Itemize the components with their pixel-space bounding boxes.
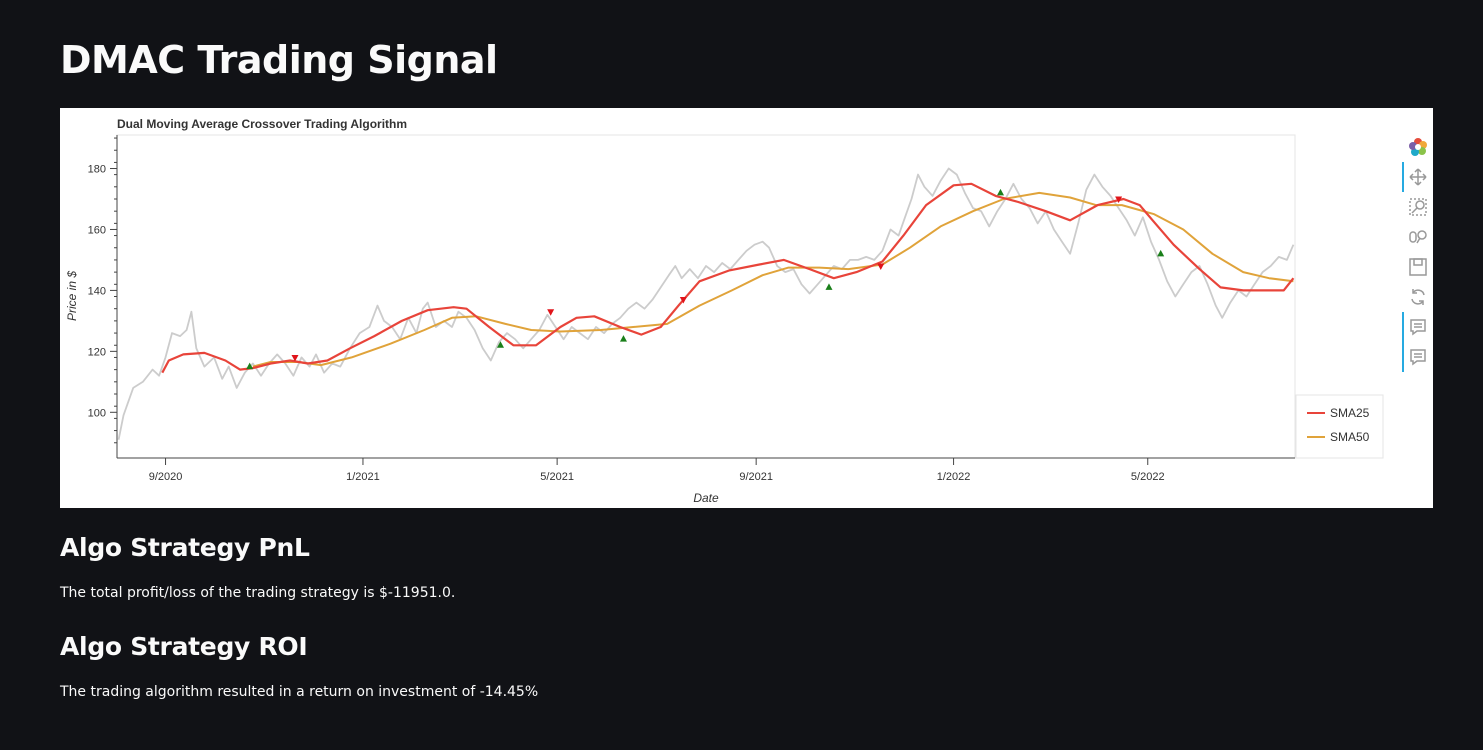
pan-tool[interactable]	[1402, 162, 1432, 192]
sell-signal-marker	[291, 354, 299, 362]
series-line-sma25	[161, 182, 1295, 374]
x-tick-label: 9/2021	[739, 471, 773, 483]
x-tick-label: 1/2022	[937, 471, 971, 483]
save-tool[interactable]	[1402, 252, 1432, 282]
x-tick-label: 5/2022	[1131, 471, 1165, 483]
y-axis-label: Price in $	[65, 271, 79, 321]
buy-signal-marker	[246, 362, 254, 370]
legend-label-sma25: SMA25	[1330, 406, 1370, 420]
sma-layer	[161, 182, 1295, 374]
signal-layer	[246, 188, 1165, 370]
buy-signal-marker	[825, 283, 833, 290]
plot-frame	[116, 134, 1296, 459]
legend: SMA25 SMA50	[1295, 394, 1384, 459]
bokeh-logo-icon	[1409, 138, 1427, 156]
sell-signal-marker	[1115, 196, 1123, 203]
box-zoom-icon	[1409, 198, 1427, 216]
hover-tooltip-icon	[1410, 349, 1426, 366]
legend-label-sma50: SMA50	[1330, 430, 1370, 444]
x-axis-label: Date	[693, 491, 719, 505]
legend-box	[1295, 394, 1384, 459]
wheel-zoom-icon	[1409, 230, 1427, 244]
sell-signal-marker	[877, 263, 885, 271]
roi-heading: Algo Strategy ROI	[60, 632, 308, 661]
chart-title: Dual Moving Average Crossover Trading Al…	[117, 117, 407, 131]
y-tick-label: 180	[88, 164, 106, 176]
series-line-sma50	[252, 191, 1294, 368]
reset-icon	[1411, 289, 1425, 305]
buy-signal-marker	[496, 341, 504, 348]
bokeh-logo[interactable]	[1402, 132, 1432, 162]
y-tick-label: 100	[88, 407, 106, 419]
buy-signal-marker	[1157, 249, 1165, 257]
axes-layer: 100 120 140 160 180 9/2020 1/2021 5/2021 9/2021 1…	[88, 135, 1295, 483]
chart-svg[interactable]: Dual Moving Average Crossover Trading Al…	[60, 108, 1433, 508]
series-line-close	[117, 167, 1295, 440]
save-icon	[1409, 258, 1427, 276]
hover-tool-1[interactable]	[1402, 312, 1432, 342]
roi-text: The trading algorithm resulted in a retu…	[60, 684, 539, 700]
page-title: DMAC Trading Signal	[60, 38, 498, 82]
x-tick-label: 1/2021	[346, 471, 380, 483]
move-arrows-icon	[1409, 168, 1427, 186]
hover-tool-2[interactable]	[1402, 342, 1432, 372]
close-price-layer	[117, 167, 1295, 440]
y-tick-label: 120	[88, 346, 106, 358]
pnl-heading: Algo Strategy PnL	[60, 533, 310, 562]
chart-panel[interactable]: Dual Moving Average Crossover Trading Al…	[60, 108, 1433, 508]
pnl-text: The total profit/loss of the trading str…	[60, 585, 456, 601]
y-tick-label: 140	[88, 285, 106, 297]
buy-signal-marker	[619, 335, 627, 342]
x-tick-label: 5/2021	[540, 471, 574, 483]
x-tick-label: 9/2020	[149, 471, 183, 483]
sell-signal-marker	[679, 297, 687, 304]
chart-toolbar	[1402, 132, 1432, 372]
box-zoom-tool[interactable]	[1402, 192, 1432, 222]
y-tick-label: 160	[88, 224, 106, 236]
sell-signal-marker	[547, 309, 555, 316]
buy-signal-marker	[997, 188, 1004, 196]
reset-tool[interactable]	[1402, 282, 1432, 312]
wheel-zoom-tool[interactable]	[1402, 222, 1432, 252]
hover-tooltip-icon	[1410, 319, 1426, 336]
